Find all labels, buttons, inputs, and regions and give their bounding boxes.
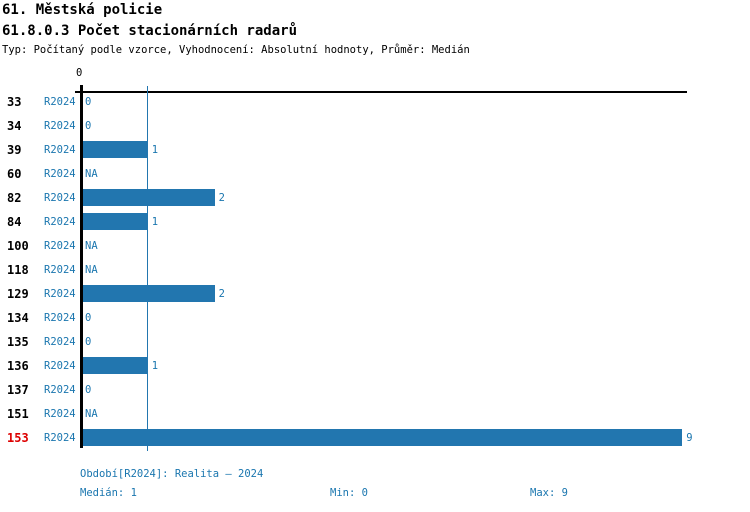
row-category-label: 33 — [7, 94, 22, 109]
row-category-label: 82 — [7, 190, 22, 205]
row-value-label: 1 — [151, 215, 159, 228]
value-bar[interactable] — [83, 357, 148, 374]
chart-row: 118 R2024 NA — [0, 258, 750, 282]
chart-row: 151 R2024 NA — [0, 402, 750, 426]
chart-row: 100 R2024 NA — [0, 234, 750, 258]
report-subtitle: Typ: Počítaný podle vzorce, Vyhodnocení:… — [2, 44, 470, 56]
row-value-label: 2 — [218, 287, 225, 300]
chart-row: 129 R2024 2 — [0, 282, 750, 306]
chart-row: 33 R2024 0 — [0, 90, 750, 114]
value-bar[interactable] — [83, 141, 148, 158]
row-value-label: 0 — [85, 311, 92, 324]
row-period-label: R2024 — [44, 119, 76, 132]
row-period-label: R2024 — [44, 263, 76, 276]
row-category-label: 135 — [7, 334, 29, 349]
report-title-line1: 61. Městská policie — [2, 2, 163, 18]
median-reference-line — [147, 86, 148, 451]
row-category-label: 134 — [7, 310, 29, 325]
chart-row: 84 R2024 1 — [0, 210, 750, 234]
legend-median: Medián: 1 — [80, 487, 137, 499]
chart-row: 136 R2024 1 — [0, 354, 750, 378]
chart-row: 39 R2024 1 — [0, 138, 750, 162]
row-value-label: 0 — [85, 383, 92, 396]
row-value-label: 1 — [151, 359, 159, 372]
row-period-label: R2024 — [44, 95, 76, 108]
row-value-label: NA — [85, 263, 98, 276]
x-axis-line — [75, 91, 687, 93]
y-axis-line — [80, 85, 83, 448]
row-period-label: R2024 — [44, 215, 76, 228]
legend-period: Období[R2024]: Realita – 2024 — [80, 468, 264, 480]
chart-row: 34 R2024 0 — [0, 114, 750, 138]
row-category-label: 129 — [7, 286, 29, 301]
row-value-label: NA — [85, 239, 98, 252]
row-value-label: 9 — [686, 431, 693, 444]
row-value-label: 0 — [85, 119, 92, 132]
chart-row: 153 R2024 9 — [0, 426, 750, 450]
x-axis-zero-tick-label: 0 — [76, 67, 83, 79]
legend-min: Min: 0 — [330, 487, 368, 499]
row-category-label: 84 — [7, 214, 22, 229]
row-period-label: R2024 — [44, 143, 76, 156]
row-period-label: R2024 — [44, 167, 76, 180]
row-category-label: 60 — [7, 166, 22, 181]
row-period-label: R2024 — [44, 287, 76, 300]
row-period-label: R2024 — [44, 383, 76, 396]
value-bar[interactable] — [83, 285, 215, 302]
row-period-label: R2024 — [44, 335, 76, 348]
row-period-label: R2024 — [44, 407, 76, 420]
row-category-label: 151 — [7, 406, 29, 421]
row-category-label: 39 — [7, 142, 22, 157]
value-bar[interactable] — [83, 213, 148, 230]
row-period-label: R2024 — [44, 191, 76, 204]
chart-row: 134 R2024 0 — [0, 306, 750, 330]
report-title-line2: 61.8.0.3 Počet stacionárních radarů — [2, 23, 298, 39]
row-period-label: R2024 — [44, 239, 76, 252]
row-period-label: R2024 — [44, 431, 76, 444]
row-category-label: 136 — [7, 358, 29, 373]
chart-row: 82 R2024 2 — [0, 186, 750, 210]
row-value-label: 2 — [218, 191, 225, 204]
row-category-label: 118 — [7, 262, 29, 277]
value-bar[interactable] — [83, 189, 215, 206]
row-category-label: 100 — [7, 238, 29, 253]
row-category-label: 137 — [7, 382, 29, 397]
chart-row: 135 R2024 0 — [0, 330, 750, 354]
chart-row: 137 R2024 0 — [0, 378, 750, 402]
row-value-label: 0 — [85, 335, 92, 348]
value-bar[interactable] — [83, 429, 683, 446]
row-category-label: 34 — [7, 118, 22, 133]
row-value-label: 0 — [85, 95, 92, 108]
chart-row: 60 R2024 NA — [0, 162, 750, 186]
row-period-label: R2024 — [44, 311, 76, 324]
legend-max: Max: 9 — [530, 487, 568, 499]
row-value-label: NA — [85, 407, 98, 420]
row-period-label: R2024 — [44, 359, 76, 372]
row-value-label: 1 — [151, 143, 159, 156]
row-category-label: 153 — [7, 430, 29, 445]
row-value-label: NA — [85, 167, 98, 180]
